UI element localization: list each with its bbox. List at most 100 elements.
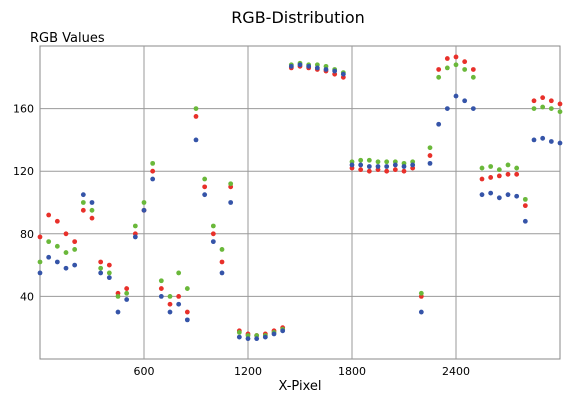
data-point (106, 275, 112, 281)
data-point (236, 329, 242, 335)
y-tick-label: 40 (20, 290, 34, 303)
data-point (236, 334, 242, 340)
data-point (496, 167, 502, 173)
data-point (505, 171, 511, 177)
data-point (150, 168, 156, 174)
data-point (158, 294, 164, 299)
data-point (401, 164, 407, 169)
data-point (228, 181, 234, 187)
grid-lines (40, 46, 560, 359)
data-point (340, 71, 346, 77)
data-point (98, 270, 104, 276)
data-point (98, 265, 104, 271)
data-point (46, 212, 52, 218)
data-point (306, 63, 312, 69)
data-point (202, 176, 208, 182)
data-point (176, 301, 182, 307)
data-point (245, 336, 251, 342)
x-axis-label: X-Pixel (278, 379, 321, 394)
data-point (72, 262, 78, 268)
data-point (522, 218, 528, 224)
data-point (479, 165, 485, 171)
data-point (54, 259, 60, 265)
data-point (531, 98, 537, 104)
data-point (158, 278, 164, 284)
data-point (540, 135, 546, 141)
data-point (479, 192, 485, 198)
data-point (54, 243, 60, 249)
data-point (314, 65, 320, 71)
data-point (522, 196, 528, 202)
data-point (444, 65, 450, 71)
data-point (80, 192, 86, 198)
data-point (98, 259, 104, 265)
data-point (80, 200, 86, 205)
data-point (453, 54, 459, 60)
data-point (210, 231, 216, 237)
data-point (505, 192, 511, 198)
data-point (410, 162, 416, 168)
data-point (496, 173, 502, 179)
data-point (124, 286, 130, 291)
data-point (332, 68, 338, 74)
data-point (89, 207, 95, 213)
data-point (297, 62, 303, 68)
data-point (444, 106, 450, 111)
data-point (418, 290, 424, 296)
data-point (141, 207, 147, 213)
data-point (262, 334, 268, 340)
data-point (72, 247, 78, 252)
data-point (531, 106, 537, 111)
data-point (150, 176, 156, 182)
data-point (462, 98, 468, 104)
data-point (522, 203, 528, 209)
data-point (436, 121, 442, 127)
data-point (193, 114, 199, 119)
data-point (375, 164, 381, 169)
data-point (436, 74, 442, 80)
data-point (427, 153, 433, 158)
data-point (37, 234, 43, 240)
data-point (63, 231, 69, 237)
x-tick-label: 1800 (338, 365, 366, 378)
data-point (453, 93, 459, 99)
data-point (37, 270, 43, 276)
series-2 (37, 62, 563, 342)
data-point (72, 239, 78, 245)
data-point (548, 98, 554, 104)
y-tick-label: 80 (20, 228, 34, 241)
data-point (453, 62, 459, 68)
data-point (384, 168, 390, 174)
y-tick-label: 160 (13, 103, 34, 116)
data-point (193, 137, 199, 143)
data-point (488, 190, 494, 196)
data-point (436, 67, 442, 72)
data-point (548, 106, 554, 111)
data-point (514, 165, 520, 171)
data-point (184, 286, 190, 291)
data-point (115, 309, 121, 315)
data-point (557, 109, 563, 115)
data-point (219, 259, 225, 265)
y-tick-label: 120 (13, 165, 34, 178)
data-point (184, 309, 190, 315)
data-point (427, 145, 433, 151)
data-point (349, 162, 355, 168)
data-points (37, 54, 563, 342)
data-point (557, 140, 563, 146)
data-point (176, 294, 182, 299)
tick-labels: 600 1200 1800 2400 40 80 120 160 (13, 103, 470, 378)
data-point (496, 195, 502, 201)
data-point (514, 193, 520, 199)
data-point (115, 294, 121, 299)
data-point (470, 67, 476, 72)
data-point (167, 301, 173, 307)
data-point (150, 160, 156, 166)
data-point (479, 176, 485, 182)
data-point (323, 67, 329, 72)
data-point (366, 168, 372, 174)
data-point (54, 218, 60, 224)
plot-area (39, 45, 561, 360)
data-point (288, 63, 294, 69)
data-point (470, 74, 476, 80)
